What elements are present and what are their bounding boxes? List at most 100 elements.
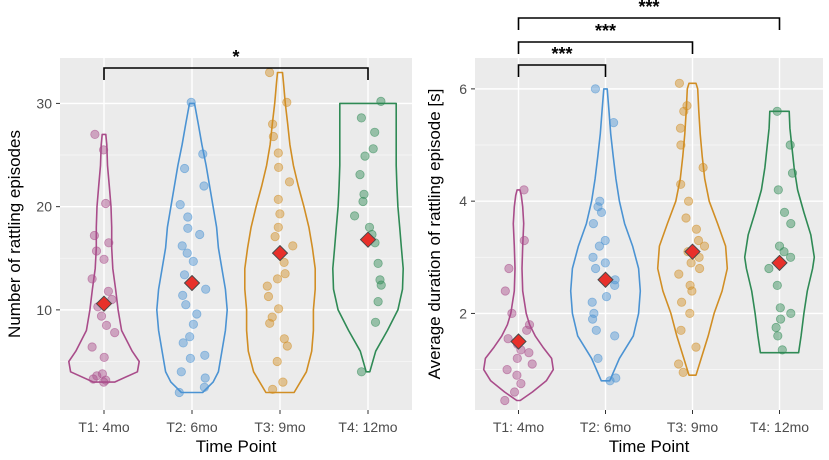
data-point	[278, 377, 288, 387]
data-point	[267, 384, 278, 394]
data-point	[593, 353, 603, 363]
data-point	[273, 194, 283, 204]
mean-marker	[597, 271, 614, 288]
data-point	[600, 235, 610, 246]
data-point	[691, 224, 702, 234]
violin-1	[482, 189, 555, 402]
data-point	[177, 241, 187, 251]
y-tick-label: 20	[36, 199, 52, 215]
data-point	[786, 219, 796, 229]
data-point	[275, 209, 285, 219]
data-point	[99, 352, 109, 362]
data-point	[267, 312, 277, 322]
data-point	[273, 304, 284, 314]
data-point	[502, 364, 512, 375]
significance-label: ***	[638, 0, 659, 17]
data-point	[198, 149, 208, 159]
data-point	[200, 350, 210, 360]
data-point	[675, 123, 686, 133]
data-point	[178, 338, 188, 348]
data-point	[349, 211, 360, 221]
data-point	[693, 235, 704, 246]
data-point	[370, 317, 381, 327]
data-point	[772, 280, 782, 290]
y-tick-label: 10	[36, 302, 52, 318]
data-point	[188, 319, 198, 329]
data-point	[185, 353, 195, 363]
data-point	[504, 263, 514, 274]
data-point	[512, 353, 522, 363]
violin-2	[569, 88, 642, 382]
data-point	[358, 196, 368, 207]
data-point	[682, 101, 692, 111]
x-axis-title: Time Point	[609, 437, 690, 456]
data-point	[512, 370, 522, 380]
data-point	[87, 274, 97, 284]
data-point	[676, 179, 686, 189]
violin-4	[743, 110, 816, 354]
significance-bracket	[103, 67, 369, 80]
x-axis-title: Time Point	[196, 437, 277, 456]
data-point	[527, 359, 537, 369]
y-axis-title: Number of rattling episodes	[5, 130, 24, 338]
data-point	[590, 84, 601, 94]
data-point	[786, 308, 796, 318]
data-point	[92, 371, 102, 381]
significance-label: *	[232, 47, 239, 67]
data-point	[687, 286, 697, 296]
x-tick-label: T1: 4mo	[78, 419, 130, 435]
data-point	[587, 314, 598, 324]
data-point	[522, 325, 532, 335]
data-point	[96, 311, 107, 321]
x-tick-label: T2: 6mo	[580, 419, 632, 435]
data-point	[199, 181, 209, 191]
data-point	[104, 238, 114, 248]
data-point	[284, 177, 295, 187]
data-point	[596, 207, 607, 217]
data-point	[676, 140, 686, 150]
data-point	[192, 309, 202, 319]
data-point	[691, 342, 701, 352]
data-point	[524, 320, 535, 330]
data-point	[587, 297, 597, 307]
data-point	[674, 78, 685, 88]
data-point	[263, 291, 274, 302]
data-point	[588, 219, 599, 229]
data-point	[356, 113, 366, 123]
data-point	[360, 151, 370, 161]
data-point	[88, 374, 98, 384]
mean-marker	[183, 274, 201, 292]
data-point	[785, 252, 796, 262]
mean-marker	[684, 243, 701, 260]
data-point	[101, 320, 112, 330]
data-point	[611, 373, 621, 383]
data-point	[87, 342, 97, 352]
significance-label: ***	[595, 21, 616, 41]
significance-bracket	[517, 41, 694, 54]
data-point	[200, 373, 210, 383]
data-point	[368, 144, 378, 154]
data-point	[201, 284, 211, 294]
data-point	[262, 281, 272, 291]
mean-marker	[359, 231, 377, 248]
data-point	[183, 223, 193, 233]
data-point	[595, 196, 605, 206]
panel-2: 2 4 6 T1: 4mo T2: 6mo T3: 9mo T4: 12mo *** *** **…	[425, 0, 823, 456]
data-point	[524, 348, 534, 358]
data-point	[359, 189, 369, 199]
mean-marker	[510, 333, 527, 350]
data-point	[787, 168, 798, 178]
data-point	[683, 196, 694, 206]
x-tick-label: T2: 6mo	[166, 419, 218, 435]
data-point	[280, 269, 290, 279]
data-point	[103, 286, 114, 296]
data-point	[676, 325, 686, 335]
data-point	[605, 376, 615, 386]
violin-3	[244, 71, 316, 394]
data-point	[785, 140, 795, 150]
data-point	[773, 185, 783, 195]
data-point	[376, 96, 386, 107]
data-point	[509, 387, 520, 397]
x-tick-label: T3: 9mo	[667, 419, 719, 435]
